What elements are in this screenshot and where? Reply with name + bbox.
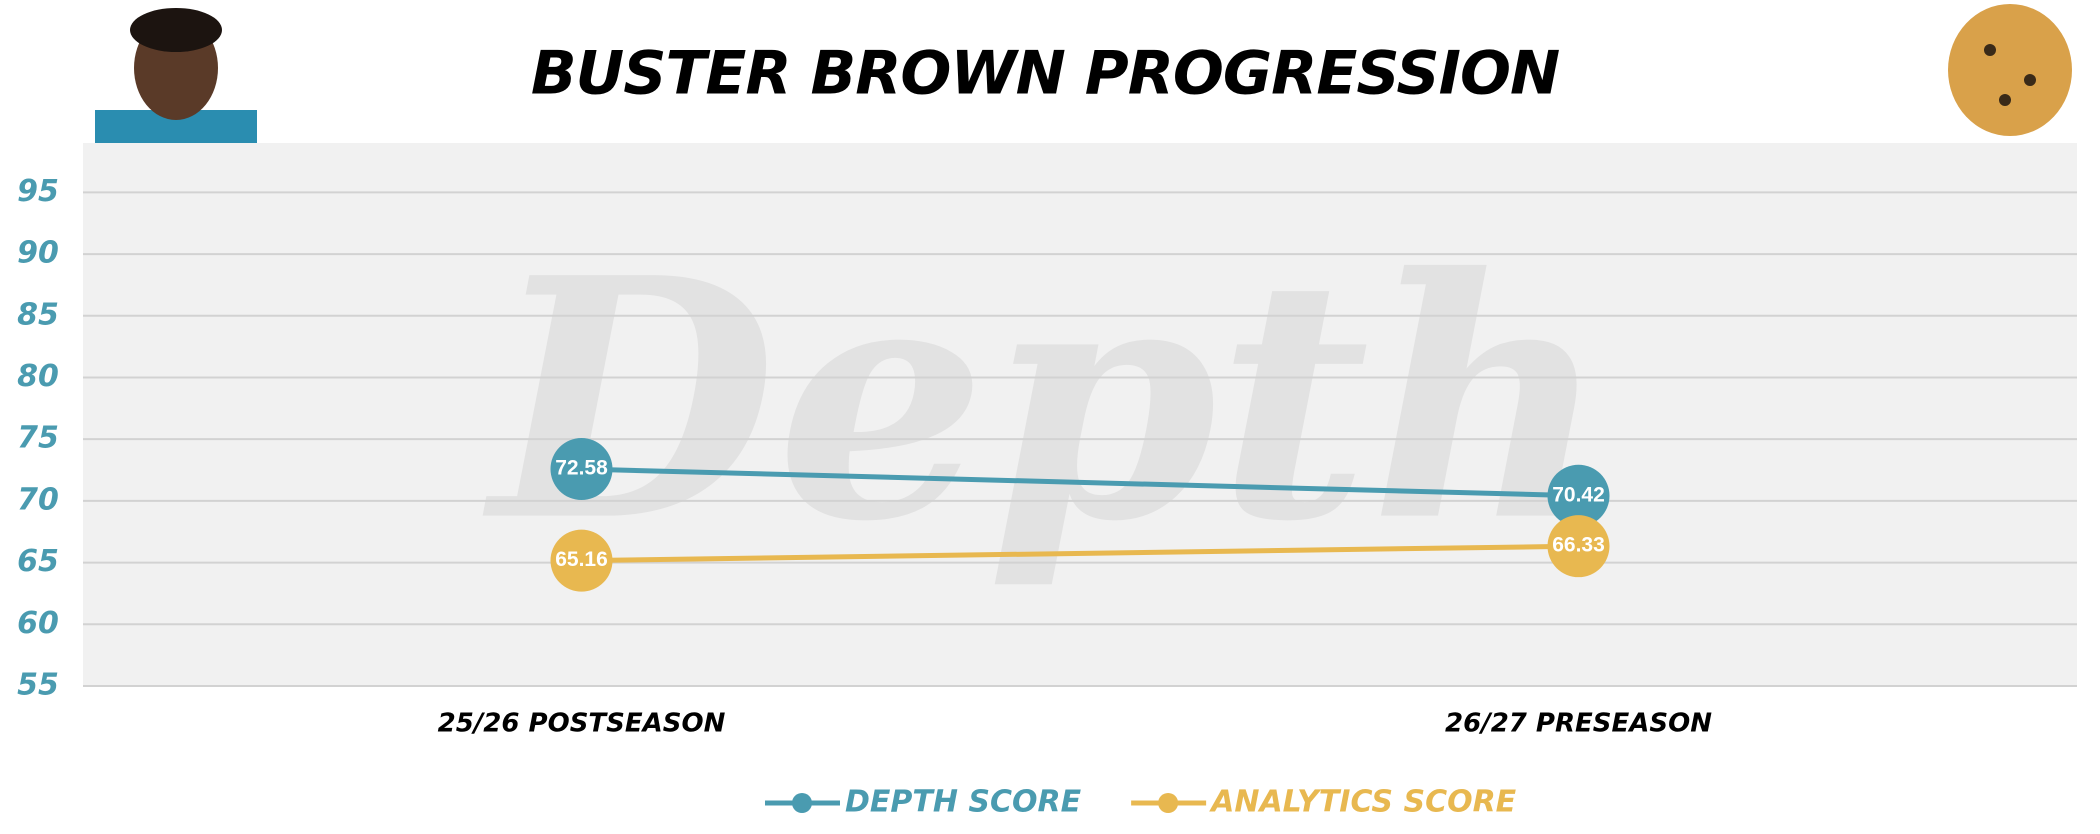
data-point (550, 529, 613, 592)
watermark: Depth (480, 206, 1610, 594)
y-tick-label: 80 (17, 359, 59, 394)
legend-label: ANALYTICS SCORE (1209, 785, 1517, 820)
legend-marker (1158, 793, 1179, 813)
data-label: 66.33 (1552, 534, 1605, 557)
player-photo (95, 8, 257, 143)
x-tick-label: 26/27 PRESEASON (1445, 709, 1712, 739)
data-label: 65.16 (555, 548, 608, 571)
team-logo (1948, 4, 2072, 136)
legend-marker (792, 793, 812, 813)
data-label: 72.58 (555, 457, 608, 480)
data-point (550, 438, 613, 501)
data-label: 70.42 (1552, 483, 1605, 506)
y-tick-label: 75 (17, 421, 59, 456)
series-line (581, 466, 1579, 499)
chart-title: BUSTER BROWN PROGRESSION (531, 39, 1559, 109)
y-tick-label: 65 (17, 544, 59, 579)
y-tick-label: 70 (17, 482, 59, 517)
data-point (1547, 464, 1610, 527)
legend-label: DEPTH SCORE (845, 785, 1082, 820)
y-tick-label: 90 (17, 236, 59, 271)
series-line (581, 543, 1579, 564)
x-tick-label: 25/26 POSTSEASON (438, 709, 726, 739)
y-tick-label: 95 (17, 174, 59, 209)
plot-area (83, 143, 2077, 686)
y-tick-label: 85 (17, 297, 59, 332)
y-tick-label: 55 (17, 668, 59, 703)
data-point (1547, 515, 1610, 578)
y-tick-label: 60 (17, 606, 59, 641)
